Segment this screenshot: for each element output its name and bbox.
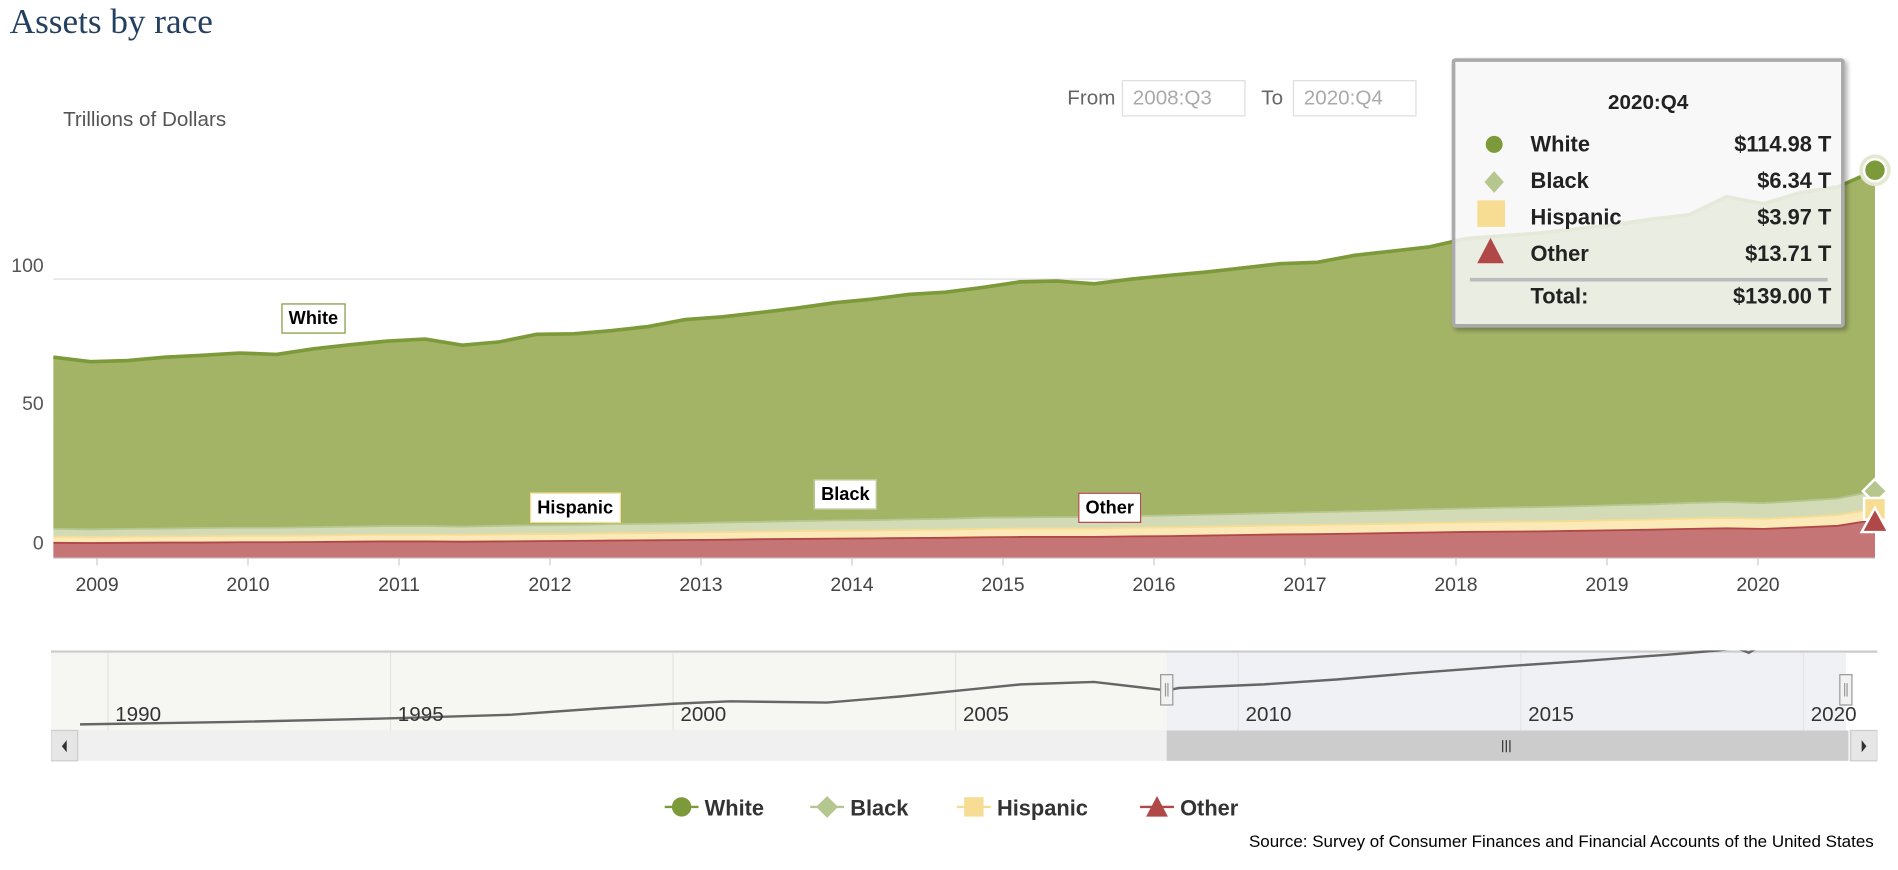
annotation-black: Black — [813, 479, 877, 510]
area-white — [53, 170, 1875, 530]
tooltip-series-value: $114.98 T — [1734, 132, 1832, 157]
y-tick-label: 100 — [11, 256, 44, 277]
navigator-top-border — [50, 650, 1878, 653]
square-icon — [956, 797, 991, 817]
source-note: Source: Survey of Consumer Finances and … — [1248, 831, 1874, 851]
navigator-series-line — [80, 650, 1756, 726]
circle-icon — [664, 797, 699, 817]
area-black — [53, 491, 1875, 537]
range-to-label: To — [1261, 86, 1284, 110]
series-line-hispanic — [53, 507, 1876, 538]
x-tick-label: 2015 — [981, 575, 1025, 596]
legend-item-white[interactable]: White — [664, 795, 765, 822]
tooltip-period: 2020:Q4 — [1608, 91, 1689, 115]
page-title: Assets by race — [9, 2, 213, 42]
x-tick-label: 2020 — [1736, 575, 1780, 596]
range-from-input[interactable]: 2008:Q3 — [1121, 80, 1246, 117]
series-line-black — [53, 490, 1876, 531]
annotation-other: Other — [1078, 492, 1142, 523]
plot-area[interactable] — [0, 0, 1898, 570]
y-tick-label: 50 — [22, 394, 44, 415]
legend-label: Other — [1180, 795, 1239, 821]
marker-other — [1859, 505, 1891, 534]
range-to-input[interactable]: 2020:Q4 — [1292, 80, 1417, 117]
x-tick-label: 2009 — [75, 575, 119, 596]
navigator-tick-label: 1995 — [397, 702, 444, 726]
legend-item-hispanic[interactable]: Hispanic — [956, 795, 1088, 822]
series-line-other — [53, 519, 1876, 545]
x-tick-label: 2017 — [1283, 575, 1327, 596]
navigator-tick-label: 2015 — [1528, 702, 1575, 726]
legend-label: Black — [850, 795, 909, 821]
legend-label: Hispanic — [996, 795, 1088, 821]
legend-item-other[interactable]: Other — [1140, 795, 1238, 822]
navigator-tick-label: 2010 — [1245, 702, 1292, 726]
tooltip-total-label: Total: — [1530, 283, 1589, 309]
tooltip-series-name: White — [1530, 132, 1590, 157]
grip-icon — [1502, 740, 1511, 753]
navigator-handle-right[interactable] — [1839, 674, 1853, 706]
navigator-tick-label: 2020 — [1810, 702, 1857, 726]
legend-item-black[interactable]: Black — [810, 795, 908, 822]
marker-white — [1862, 158, 1888, 183]
arrow-right-icon — [1861, 740, 1867, 753]
x-tick-label: 2019 — [1585, 575, 1629, 596]
navigator-unselected-area — [50, 652, 1167, 731]
navigator-handle-left[interactable] — [1160, 674, 1174, 706]
x-tick-label: 2014 — [830, 575, 874, 596]
triangle-icon — [1477, 237, 1504, 264]
triangle-icon — [1140, 795, 1174, 817]
tooltip-series-name: Hispanic — [1530, 205, 1622, 230]
tooltip-total-value: $139.00 T — [1733, 283, 1832, 309]
tooltip-series-value: $6.34 T — [1757, 168, 1832, 193]
navigator-tick-label: 2000 — [680, 702, 727, 726]
diamond-icon — [1484, 171, 1504, 193]
diamond-icon — [810, 795, 845, 818]
range-from-label: From — [1067, 86, 1116, 110]
tooltip-divider — [1469, 277, 1828, 282]
circle-icon — [1485, 135, 1503, 153]
annotation-white: White — [281, 303, 346, 334]
scrollbar-left-button[interactable] — [50, 729, 79, 762]
navigator[interactable] — [50, 650, 1878, 762]
tooltip-series-value: $13.71 T — [1745, 241, 1832, 266]
annotation-hispanic: Hispanic — [529, 492, 621, 523]
y-axis-label: Trillions of Dollars — [63, 107, 227, 132]
tooltip-series-name: Black — [1530, 168, 1589, 193]
legend-label: White — [704, 795, 765, 821]
x-tick-label: 2011 — [378, 575, 420, 596]
area-other — [53, 519, 1875, 559]
tooltip: 2020:Q4 White $114.98 T Black $6.34 T Hisp… — [1451, 58, 1845, 328]
tooltip-series-value: $3.97 T — [1757, 205, 1832, 230]
x-tick-label: 2012 — [528, 575, 572, 596]
scrollbar-thumb[interactable] — [1166, 730, 1849, 761]
x-tick-label: 2016 — [1132, 575, 1176, 596]
y-tick-label: 0 — [32, 533, 44, 555]
square-icon — [1477, 200, 1506, 227]
x-tick-label: 2010 — [226, 575, 270, 596]
navigator-tick-label: 2005 — [962, 702, 1009, 726]
x-tick-label: 2018 — [1434, 575, 1478, 596]
x-tick-label: 2013 — [679, 575, 723, 596]
navigator-tick-label: 1990 — [115, 702, 162, 726]
arrow-left-icon — [61, 740, 67, 753]
tooltip-series-name: Other — [1530, 241, 1589, 266]
